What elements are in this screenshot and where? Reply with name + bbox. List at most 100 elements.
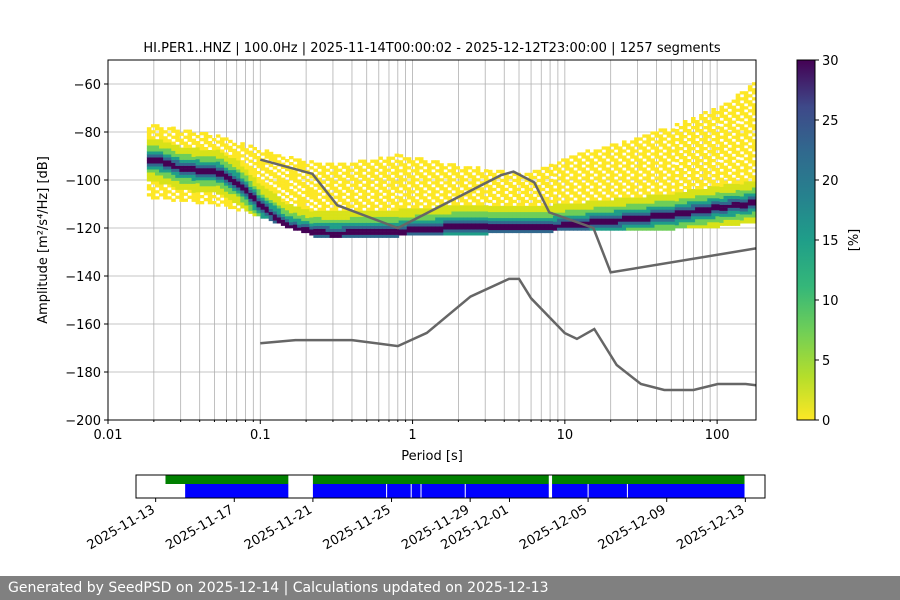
density-cell [215, 161, 221, 165]
density-cell [406, 229, 412, 233]
density-cell [487, 187, 493, 192]
density-cell [751, 199, 756, 203]
density-cell [613, 218, 619, 222]
density-cell [650, 203, 655, 207]
density-cell [678, 198, 684, 202]
density-cell [711, 129, 716, 133]
density-cell [187, 147, 193, 151]
density-cell [337, 168, 343, 172]
density-cell [248, 144, 253, 148]
density-cell [650, 167, 655, 171]
density-cell [723, 102, 729, 106]
density-cell [309, 202, 314, 206]
density-cell [337, 198, 343, 202]
density-cell [398, 217, 404, 221]
density-cell [175, 174, 180, 178]
density-cell [715, 117, 720, 121]
density-cell [203, 165, 209, 169]
density-cell [585, 185, 591, 189]
density-cell [617, 185, 623, 189]
density-cell [654, 188, 660, 192]
density-cell [293, 176, 298, 180]
density-cell [719, 120, 725, 124]
density-cell [524, 190, 530, 195]
density-cell [146, 184, 152, 188]
density-cell [487, 205, 493, 210]
density-cell [215, 149, 221, 153]
density-cell [695, 189, 700, 193]
density-cell [252, 147, 258, 151]
density-cell [301, 163, 306, 168]
density-cell [642, 215, 647, 219]
density-cell [398, 223, 404, 227]
availability-axes: 2025-11-13 2025-11-17 2025-11-21 2025-11-25… [85, 474, 766, 553]
density-cell [370, 204, 375, 208]
density-cell [386, 159, 392, 163]
density-cell [146, 187, 152, 191]
density-cell [370, 195, 375, 199]
density-cell [435, 229, 440, 233]
density-cell [593, 170, 599, 174]
density-cell [682, 180, 688, 184]
density-cell [215, 164, 221, 168]
density-cell [699, 201, 704, 205]
density-cell [707, 129, 712, 133]
density-cell [358, 165, 363, 169]
density-cell [642, 134, 647, 138]
density-cell [431, 232, 436, 236]
density-cell [691, 189, 696, 193]
density-cell [613, 197, 619, 201]
density-cell [406, 232, 412, 236]
density-cell [487, 214, 493, 219]
density-cell [447, 208, 452, 212]
density-cell [577, 188, 582, 192]
density-cell [341, 222, 347, 226]
density-cell [686, 180, 692, 184]
density-cell [423, 175, 428, 179]
density-cell [626, 215, 631, 219]
density-cell [284, 174, 290, 178]
density-cell [329, 201, 335, 205]
density-cell [731, 213, 737, 217]
density-cell [634, 206, 639, 210]
density-cell [520, 226, 526, 231]
density-cell [682, 171, 688, 175]
density-cell [443, 223, 448, 227]
density-cell [626, 164, 631, 168]
density-cell [532, 217, 538, 222]
density-cell [276, 184, 282, 188]
density-cell [621, 176, 627, 180]
density-cell [719, 105, 725, 109]
density-cell [646, 206, 651, 210]
density-cell [735, 108, 741, 112]
density-cell [410, 199, 416, 203]
density-cell [715, 192, 720, 196]
density-cell [309, 217, 314, 221]
density-cell [528, 181, 534, 186]
density-cell [634, 173, 639, 177]
density-cell [613, 209, 619, 213]
density-cell [199, 144, 205, 148]
density-cell [431, 193, 436, 197]
density-cell [402, 211, 408, 215]
density-cell [268, 214, 274, 219]
density-cell [686, 225, 692, 229]
density-cell [646, 197, 651, 201]
density-cell [431, 220, 436, 224]
density-cell [447, 220, 452, 224]
density-cell [723, 222, 729, 226]
density-cell [617, 167, 623, 171]
density-cell [544, 181, 550, 186]
density-cell [195, 186, 201, 190]
density-cell [743, 202, 749, 206]
density-cell [256, 159, 262, 163]
density-cell [739, 211, 745, 215]
density-cell [678, 132, 684, 136]
density-cell [565, 164, 570, 168]
density-cell [423, 217, 428, 221]
density-cell [561, 203, 566, 207]
density-cell [678, 138, 684, 142]
density-cell [691, 174, 696, 178]
density-cell [256, 192, 262, 196]
density-cell [569, 221, 574, 225]
